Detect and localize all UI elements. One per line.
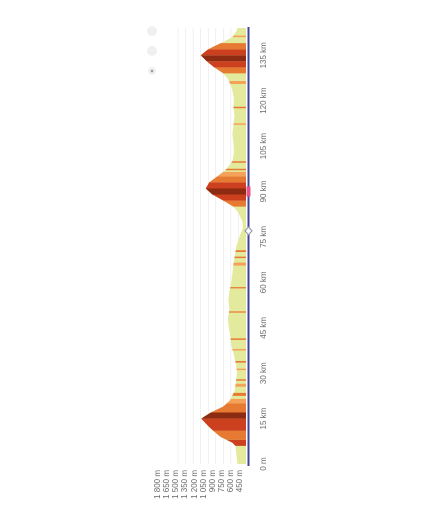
distance-tick-label: 75 km: [259, 226, 268, 248]
gradient-segment: [228, 311, 246, 313]
distance-tick-label: 60 km: [259, 271, 268, 293]
elevation-tick-label: 1 200 m: [190, 470, 199, 499]
gradient-segment: [213, 430, 246, 440]
distance-tick-label: 90 km: [259, 180, 268, 202]
distance-tick-label: 15 km: [259, 407, 268, 429]
gradient-segment: [205, 188, 246, 195]
distance-tick-label: 135 km: [259, 42, 268, 69]
gradient-segment: [201, 412, 246, 419]
gradient-segment: [228, 80, 246, 85]
elevation-grid: [177, 28, 239, 464]
gradient-segment: [230, 287, 246, 289]
elevation-tick-label: 1 800 m: [153, 470, 162, 499]
gradient-segment: [235, 383, 246, 387]
gradient-segment: [217, 171, 246, 177]
gradient-segment: [205, 182, 246, 189]
elevation-area: [200, 28, 246, 464]
gradient-segment: [231, 161, 246, 163]
elevation-tick-label: 750 m: [217, 470, 226, 493]
elevation-tick-label: 900 m: [208, 470, 217, 493]
elevation-tick-label: 600 m: [226, 470, 235, 493]
gradient-segment: [233, 262, 246, 266]
section-marker: [246, 186, 251, 197]
distance-tick-label: 0 m: [259, 457, 268, 471]
elevation-tick-label: 1 050 m: [199, 470, 208, 499]
gradient-segment: [226, 398, 246, 404]
distance-tick-label: 120 km: [259, 87, 268, 114]
elevation-profile: [200, 28, 246, 464]
gradient-segment: [206, 61, 246, 68]
gradient-segment: [209, 176, 246, 183]
gradient-segment: [225, 168, 246, 171]
elevation-tick-label: 450 m: [235, 470, 244, 493]
gradient-segment: [232, 392, 246, 396]
gradient-segment: [214, 67, 246, 74]
position-marker: [244, 226, 253, 236]
gradient-segment: [232, 35, 246, 38]
zoom-in-button[interactable]: [147, 26, 157, 36]
gradient-segment: [210, 403, 246, 413]
gradient-segment: [212, 194, 246, 201]
distance-tick-label: 105 km: [259, 133, 268, 160]
elevation-tick-label: 1 650 m: [162, 470, 171, 499]
gradient-segment: [208, 43, 246, 50]
elevation-tick-label: 1 350 m: [180, 470, 189, 499]
gradient-segment: [234, 256, 246, 259]
gradient-segment: [236, 379, 246, 381]
gradient-segment: [226, 439, 246, 446]
zoom-out-button[interactable]: [147, 46, 157, 56]
gradient-segment: [236, 368, 246, 371]
distance-track: [244, 27, 253, 466]
chart-controls: [147, 26, 157, 75]
gradient-segment: [233, 106, 246, 109]
gradient-segment: [230, 338, 246, 340]
gradient-segment: [235, 361, 246, 363]
gradient-segment: [235, 250, 246, 253]
reset-view-icon: [150, 69, 154, 73]
elevation-tick-label: 1 500 m: [171, 470, 180, 499]
gradient-segment: [233, 123, 246, 125]
gradient-segment: [201, 418, 246, 431]
distance-tick-labels: 0 m 15 km 30 km 45 km 60 km 75 km 90 km 105 km 1…: [259, 42, 268, 471]
gradient-stripes: [200, 35, 246, 446]
gradient-segment: [223, 200, 246, 207]
distance-tick-label: 45 km: [259, 317, 268, 339]
gradient-segment: [200, 55, 246, 62]
gradient-segment: [232, 348, 246, 351]
gradient-segment: [200, 49, 246, 56]
distance-tick-label: 30 km: [259, 362, 268, 384]
